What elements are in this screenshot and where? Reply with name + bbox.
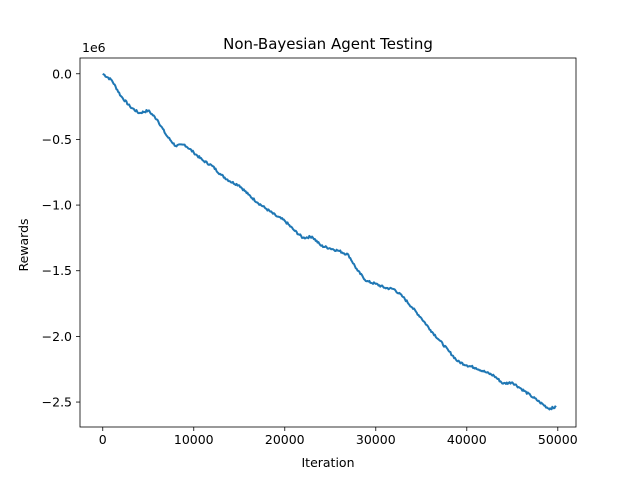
y-axis-label: Rewards bbox=[16, 218, 31, 271]
series-line bbox=[102, 72, 557, 411]
y-tick-label: −0.5 bbox=[42, 132, 72, 147]
x-tick-label: 30000 bbox=[356, 432, 396, 447]
y-tick-label: −2.0 bbox=[42, 329, 72, 344]
plot-area: 0 10000 20000 30000 40000 50000 0.0 −0.5 −1.0 −1.… bbox=[42, 57, 578, 447]
y-tick-label: 0.0 bbox=[52, 66, 72, 81]
plot-frame bbox=[79, 57, 577, 428]
x-tick-label: 10000 bbox=[174, 432, 214, 447]
y-tick-label: −1.0 bbox=[42, 198, 72, 213]
chart-title: Non-Bayesian Agent Testing bbox=[223, 35, 433, 53]
x-tick-label: 50000 bbox=[538, 432, 578, 447]
x-tick-label: 40000 bbox=[447, 432, 487, 447]
y-tick-label: −2.5 bbox=[42, 395, 72, 410]
x-tick-label: 0 bbox=[99, 432, 107, 447]
y-offset-label: 1e6 bbox=[82, 40, 106, 55]
x-axis-label: Iteration bbox=[301, 455, 354, 470]
y-tick-label: −1.5 bbox=[42, 263, 72, 278]
x-tick-label: 20000 bbox=[265, 432, 305, 447]
